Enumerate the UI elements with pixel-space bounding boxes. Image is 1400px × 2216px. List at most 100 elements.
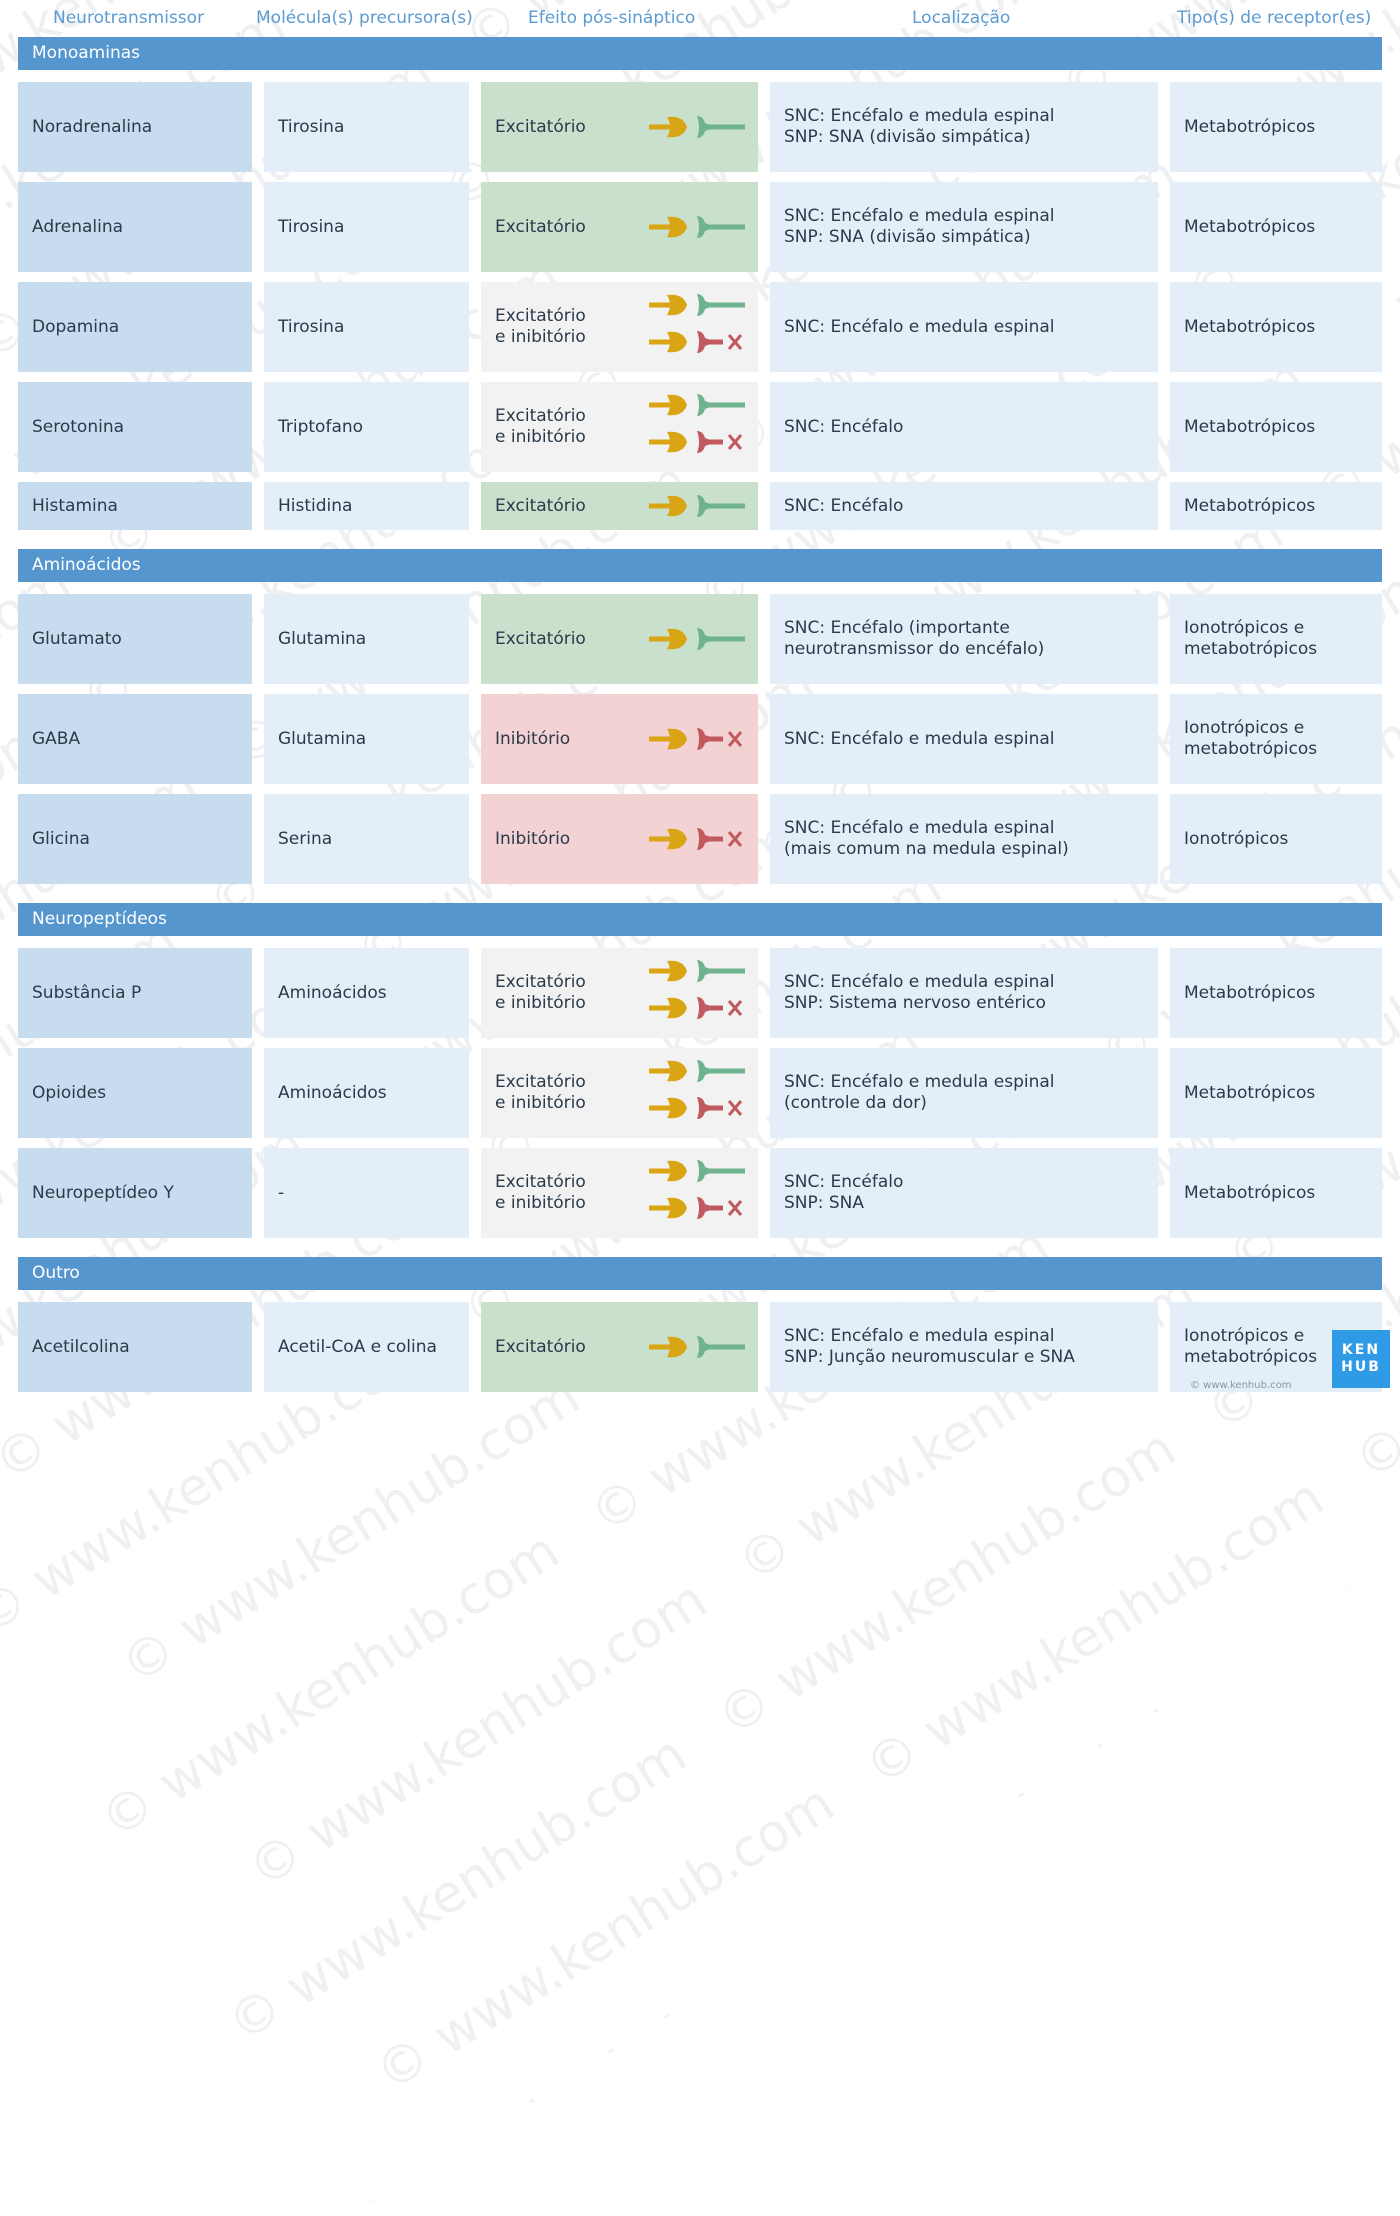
inhibition-x [727, 434, 743, 450]
neurotransmitter-cell-text: Glutamato [32, 628, 122, 649]
neurotransmitter-cell-text: Opioides [32, 1082, 107, 1103]
table-row: Neuropeptídeo Y - Excitatório e inibitório… [0, 1148, 1400, 1238]
effect-cell-text: Excitatório e inibitório [495, 1072, 586, 1113]
header-precursor: Molécula(s) precursora(s) [256, 8, 473, 28]
receptor-cell-text: Metabotrópicos [1184, 495, 1316, 516]
precursor-cell-text: Aminoácidos [278, 982, 387, 1003]
axon-line [649, 1068, 671, 1074]
neurotransmitter-cell: Neuropeptídeo Y [18, 1148, 252, 1238]
precursor-cell-text: - [278, 1182, 285, 1203]
receptor-shape [697, 116, 745, 138]
precursor-cell-text: Acetil-CoA e colina [278, 1336, 437, 1357]
axon-line [649, 224, 671, 230]
receptor-cell-text: Metabotrópicos [1184, 416, 1316, 437]
effect-cell: Excitatório e inibitório [481, 282, 758, 372]
effect-cell-text: Excitatório e inibitório [495, 406, 586, 447]
precursor-cell: Acetil-CoA e colina [264, 1302, 469, 1392]
receptor-cell: Metabotrópicos [1170, 382, 1382, 472]
neurotransmitter-cell: GABA [18, 694, 252, 784]
location-cell: SNC: Encéfalo SNP: SNA [770, 1148, 1158, 1238]
receptor-shape [697, 331, 723, 353]
axon-line [649, 1205, 671, 1211]
neurotransmitter-cell-text: Histamina [32, 495, 118, 516]
location-cell-text: SNC: Encéfalo e medula espinal [784, 316, 1055, 337]
presynaptic-terminal [667, 116, 687, 138]
neurotransmitter-cell: Glutamato [18, 594, 252, 684]
neurotransmitter-cell-text: Substância P [32, 982, 142, 1003]
receptor-shape [697, 495, 745, 517]
synapse-icon [649, 1302, 753, 1392]
effect-cell-text: Excitatório [495, 1336, 586, 1357]
table-row: Acetilcolina Acetil-CoA e colina Excitatór… [0, 1302, 1400, 1392]
table-row: Noradrenalina Tirosina Excitatório SNC: Enc… [0, 82, 1400, 172]
receptor-shape [697, 1097, 723, 1119]
effect-cell: Excitatório e inibitório [481, 1048, 758, 1138]
header-neurotransmitter: Neurotransmissor [53, 8, 205, 28]
axon-line [649, 736, 671, 742]
receptor-shape [697, 960, 745, 982]
inhibition-x [727, 731, 743, 747]
location-cell-text: SNC: Encéfalo e medula espinal (mais com… [784, 818, 1069, 859]
receptor-shape [697, 431, 723, 453]
presynaptic-terminal [667, 960, 687, 982]
presynaptic-terminal [667, 431, 687, 453]
receptor-cell-text: Ionotrópicos e metabotrópicos [1184, 618, 1318, 659]
location-cell-text: SNC: Encéfalo SNP: SNA [784, 1172, 904, 1213]
receptor-cell: Metabotrópicos [1170, 82, 1382, 172]
receptor-cell: Metabotrópicos [1170, 282, 1382, 372]
location-cell-text: SNC: Encéfalo e medula espinal [784, 728, 1055, 749]
receptor-cell: Ionotrópicos e metabotrópicos [1170, 694, 1382, 784]
neurotransmitter-cell-text: GABA [32, 728, 81, 749]
table-row: Serotonina Triptofano Excitatório e inibit… [0, 382, 1400, 472]
axon-line [649, 1105, 671, 1111]
synapse-icon [649, 1148, 753, 1238]
precursor-cell-text: Aminoácidos [278, 1082, 387, 1103]
location-cell: SNC: Encéfalo e medula espinal [770, 694, 1158, 784]
precursor-cell: Tirosina [264, 282, 469, 372]
effect-cell-text: Excitatório [495, 628, 586, 649]
synapse-icon [649, 1048, 753, 1138]
axon-line [649, 302, 671, 308]
inhibition-x [727, 334, 743, 350]
effect-cell: Excitatório [481, 82, 758, 172]
axon-line [649, 968, 671, 974]
receptor-cell-text: Metabotrópicos [1184, 982, 1316, 1003]
neurotransmitter-cell: Substância P [18, 948, 252, 1038]
effect-cell: Excitatório e inibitório [481, 1148, 758, 1238]
neurotransmitter-cell-text: Serotonina [32, 416, 125, 437]
effect-cell: Excitatório [481, 482, 758, 530]
location-cell-text: SNC: Encéfalo e medula espinal (controle… [784, 1072, 1055, 1113]
neurotransmitter-cell-text: Acetilcolina [32, 1336, 130, 1357]
receptor-cell: Metabotrópicos [1170, 1148, 1382, 1238]
precursor-cell: Triptofano [264, 382, 469, 472]
receptor-cell: Metabotrópicos [1170, 948, 1382, 1038]
effect-cell: Inibitório [481, 694, 758, 784]
precursor-cell: Tirosina [264, 82, 469, 172]
presynaptic-terminal [667, 1097, 687, 1119]
location-cell-text: SNC: Encéfalo e medula espinal SNP: SNA … [784, 106, 1055, 147]
effect-cell-text: Inibitório [495, 728, 571, 749]
section-header: Aminoácidos [18, 549, 1382, 582]
effect-cell-text: Excitatório e inibitório [495, 1172, 586, 1213]
precursor-cell-text: Glutamina [278, 628, 367, 649]
receptor-cell-text: Metabotrópicos [1184, 1182, 1316, 1203]
inhibition-x [727, 1000, 743, 1016]
location-cell-text: SNC: Encéfalo [784, 495, 904, 516]
axon-line [649, 439, 671, 445]
table-row: GABA Glutamina Inibitório SNC: Encéfalo e m… [0, 694, 1400, 784]
axon-line [649, 1168, 671, 1174]
synapse-icon [649, 948, 753, 1038]
location-cell: SNC: Encéfalo e medula espinal SNP: Junç… [770, 1302, 1158, 1392]
precursor-cell-text: Triptofano [278, 416, 364, 437]
table-row: Opioides Aminoácidos Excitatório e inibitó… [0, 1048, 1400, 1138]
receptor-shape [697, 216, 745, 238]
precursor-cell-text: Tirosina [278, 116, 345, 137]
precursor-cell: Serina [264, 794, 469, 884]
presynaptic-terminal [667, 1197, 687, 1219]
precursor-cell-text: Tirosina [278, 216, 345, 237]
table-row: Histamina Histidina Excitatório SNC: Encéfa… [0, 482, 1400, 530]
neurotransmitter-cell: Adrenalina [18, 182, 252, 272]
neurotransmitter-cell: Opioides [18, 1048, 252, 1138]
neurotransmitter-cell: Acetilcolina [18, 1302, 252, 1392]
location-cell-text: SNC: Encéfalo e medula espinal SNP: SNA … [784, 206, 1055, 247]
